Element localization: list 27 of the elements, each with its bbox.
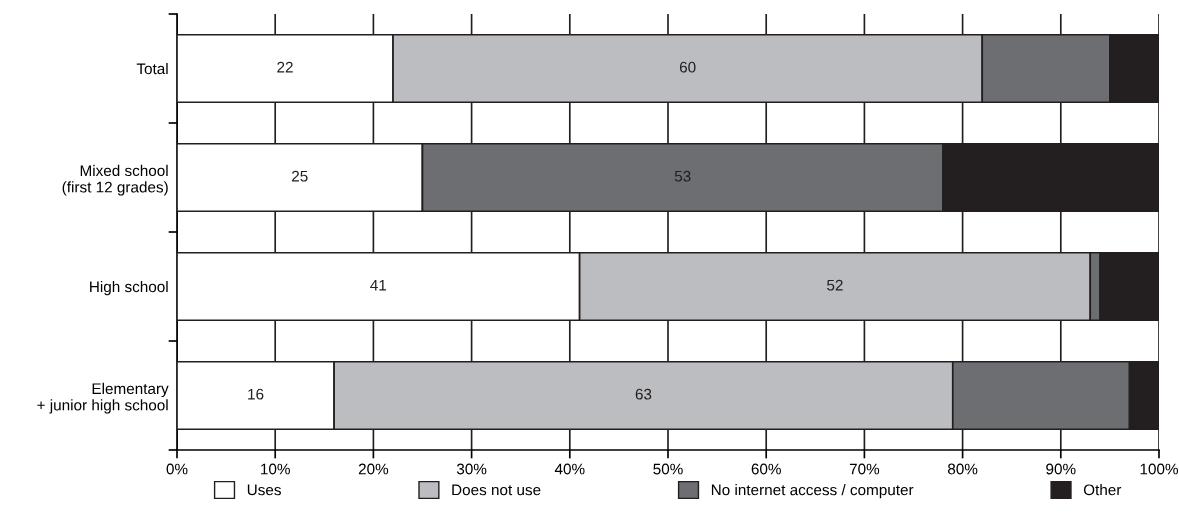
x-tick-label: 10% — [261, 463, 290, 475]
x-tick-label: 100% — [1140, 463, 1178, 475]
data-label: 53 — [674, 170, 691, 182]
x-tick-label: 0% — [166, 463, 188, 475]
x-tick-label: 80% — [947, 463, 978, 475]
data-label: 22 — [277, 61, 293, 73]
x-tick-label: 50% — [653, 463, 683, 475]
x-tick-label: 90% — [1046, 463, 1076, 475]
y-tick-label: Total — [136, 62, 168, 75]
y-tick-label: High school — [90, 280, 168, 296]
x-tick-label: 20% — [358, 463, 389, 475]
data-label: 16 — [248, 388, 264, 400]
data-label: 41 — [370, 279, 387, 291]
legend-label: Does not use — [452, 484, 541, 496]
x-tick-label: 40% — [554, 463, 585, 475]
legend-label: No internet access / computer — [711, 484, 914, 499]
x-tick-label: 30% — [456, 463, 487, 475]
x-tick-label: 70% — [849, 463, 880, 475]
data-label: 25 — [292, 170, 308, 182]
y-tick-label: Elementary + junior high school — [37, 382, 169, 414]
data-label: 52 — [827, 279, 843, 291]
legend-label: Uses — [247, 484, 281, 496]
y-tick-label: Mixed school (first 12 grades) — [62, 164, 168, 196]
data-label: 60 — [679, 61, 696, 73]
x-tick-label: 60% — [751, 463, 781, 475]
legend-label: Other — [1083, 484, 1122, 496]
data-label: 63 — [635, 388, 652, 400]
